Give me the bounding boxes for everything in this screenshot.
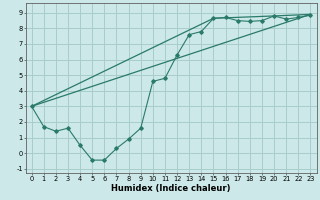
- X-axis label: Humidex (Indice chaleur): Humidex (Indice chaleur): [111, 184, 231, 193]
